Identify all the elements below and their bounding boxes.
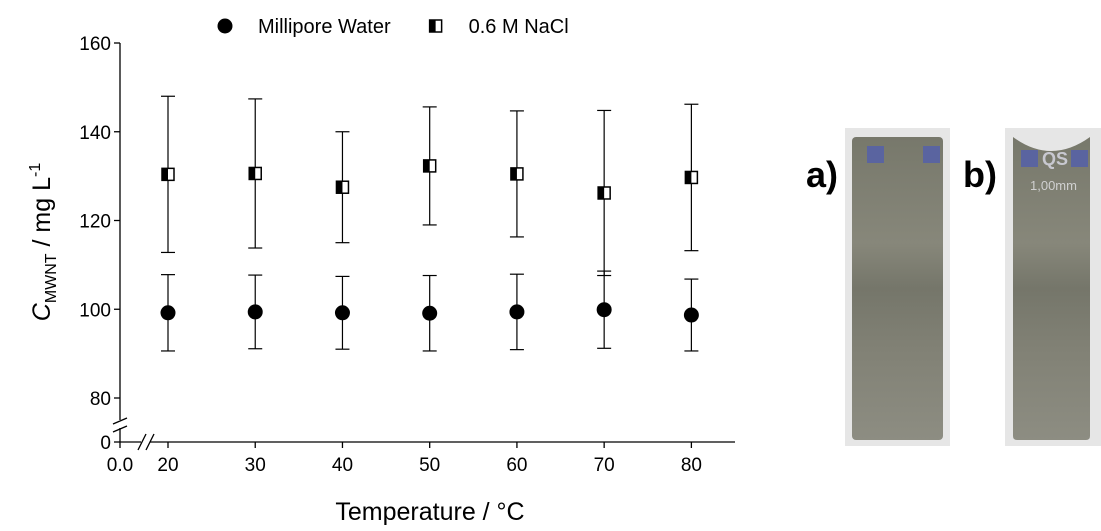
panel-label: a) <box>806 154 838 195</box>
marker-half <box>162 168 168 181</box>
y-tick-label: 80 <box>90 389 111 410</box>
y-tick-label: 160 <box>79 34 111 55</box>
cuvette-mark <box>1021 150 1038 167</box>
axis-break <box>137 433 147 451</box>
data-point <box>422 159 437 173</box>
y-label-part: MWNT <box>43 253 60 303</box>
y-tick-label: 140 <box>79 123 111 144</box>
data-point <box>335 180 350 194</box>
cuvette <box>1013 137 1090 440</box>
y-tick-label: 100 <box>79 300 111 321</box>
data-point <box>597 186 611 200</box>
data-point <box>684 170 699 185</box>
photo-text: QS <box>1042 149 1068 169</box>
x-axis-label: Temperature / °C <box>335 498 524 526</box>
marker-half <box>249 167 256 180</box>
data-point <box>161 167 175 182</box>
photo-b: QS 1,00mm <box>1005 128 1101 446</box>
x-tick-label: 70 <box>594 455 615 476</box>
x-tick-label: 20 <box>157 455 178 476</box>
data-point <box>683 307 699 323</box>
data-point <box>422 305 438 321</box>
x-tick-label: 40 <box>332 455 353 476</box>
cuvette-mark <box>1071 150 1088 167</box>
cuvette-mark <box>923 146 940 163</box>
legend-label: 0.6 M NaCl <box>469 16 569 38</box>
y-axis-label: CMWNT / mg L-1 <box>27 163 60 322</box>
y-label-part: -1 <box>27 163 44 177</box>
axis-break <box>112 417 128 425</box>
x-tick-label: 30 <box>245 455 266 476</box>
cuvette <box>852 137 943 440</box>
photo-a <box>845 128 950 446</box>
legend-marker <box>217 18 233 34</box>
data-point <box>248 166 262 181</box>
y-tick-label: 120 <box>79 212 111 233</box>
data-point <box>247 304 263 320</box>
data-point <box>596 302 612 318</box>
data-point <box>509 304 525 320</box>
marker-half <box>510 167 517 180</box>
x-tick-label: 60 <box>506 455 527 476</box>
axis-break <box>145 433 155 451</box>
axis-break <box>112 425 128 433</box>
y-label-part: C <box>28 302 56 321</box>
marker-half <box>336 181 343 194</box>
marker-half <box>598 186 605 199</box>
marker-half <box>685 171 692 184</box>
x-tick-label: 80 <box>681 455 702 476</box>
data-point <box>334 305 350 321</box>
cuvette-mark <box>867 146 884 163</box>
x-tick-label: 50 <box>419 455 440 476</box>
legend-marker <box>429 20 436 32</box>
marker-half <box>423 159 430 172</box>
legend-label: Millipore Water <box>258 16 391 38</box>
data-point <box>510 167 524 181</box>
y-label-part: / mg L <box>28 177 56 254</box>
photo-text: 1,00mm <box>1030 178 1077 193</box>
y-tick-label: 0 <box>100 433 111 454</box>
x-tick-label: 0.0 <box>107 455 133 476</box>
panel-label: b) <box>963 154 997 195</box>
data-point <box>160 305 176 321</box>
